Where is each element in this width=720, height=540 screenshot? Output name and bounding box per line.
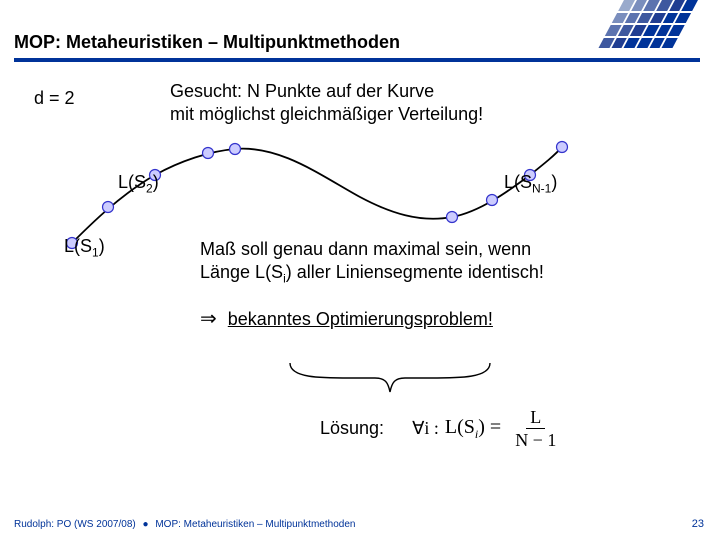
lsn1-pre: L(S: [504, 172, 532, 192]
solution-label: Lösung:: [320, 418, 384, 439]
label-lsn1: L(SN-1): [504, 172, 557, 196]
page-number: 23: [692, 518, 704, 530]
bullet-icon: ●: [143, 519, 149, 530]
implies-icon: ⇒: [200, 308, 217, 330]
fraction: L N − 1: [511, 408, 560, 449]
goal-line1: Gesucht: N Punkte auf der Kurve: [170, 81, 434, 101]
header: MOP: Metaheuristiken – Multipunktmethode…: [0, 0, 720, 68]
mass-text: Maß soll genau dann maximal sein, wenn L…: [200, 238, 544, 286]
goal-text: Gesucht: N Punkte auf der Kurve mit mögl…: [170, 80, 483, 125]
ls1-pre: L(S: [64, 236, 92, 256]
dimension-label: d = 2: [34, 88, 75, 109]
ls2-pre: L(S: [118, 172, 146, 192]
mass-line2-pre: Länge L(S: [200, 262, 283, 282]
ls1-sub: 1: [92, 246, 99, 260]
slide-title: MOP: Metaheuristiken – Multipunktmethode…: [14, 32, 400, 53]
lsn1-sub: N-1: [532, 182, 551, 196]
solution-formula: ∀i : L(Si) = L N − 1: [412, 408, 560, 449]
fraction-num: L: [526, 408, 545, 429]
forall-prefix: ∀i :: [412, 418, 439, 439]
implication-row: ⇒ bekanntes Optimierungsproblem!: [200, 306, 493, 331]
mass-line2-post: ) aller Liniensegmente identisch!: [286, 262, 544, 282]
goal-line2: mit möglichst gleichmäßiger Verteilung!: [170, 104, 483, 124]
label-ls1: L(S1): [64, 236, 105, 260]
mass-line1: Maß soll genau dann maximal sein, wenn: [200, 239, 531, 259]
title-underline: [14, 58, 700, 62]
solution-row: Lösung: ∀i : L(Si) = L N − 1: [320, 408, 560, 449]
known-problem-text: bekanntes Optimierungsproblem!: [228, 309, 493, 329]
fraction-den: N − 1: [511, 429, 560, 449]
logo: [624, 0, 698, 48]
ls2-post: ): [153, 172, 159, 192]
footer-topic: MOP: Metaheuristiken – Multipunktmethode…: [155, 519, 355, 530]
formula-lhs-pre: L(S: [445, 416, 475, 438]
footer-author: Rudolph: PO (WS 2007/08): [14, 519, 136, 530]
ls2-sub: 2: [146, 182, 153, 196]
formula-lhs-post: ) =: [478, 416, 501, 438]
footer-text: Rudolph: PO (WS 2007/08) ● MOP: Metaheur…: [14, 519, 355, 530]
brace-icon: [280, 358, 500, 398]
content-area: d = 2 Gesucht: N Punkte auf der Kurve mi…: [0, 80, 720, 500]
lsn1-post: ): [551, 172, 557, 192]
label-ls2: L(S2): [118, 172, 159, 196]
ls1-post: ): [99, 236, 105, 256]
